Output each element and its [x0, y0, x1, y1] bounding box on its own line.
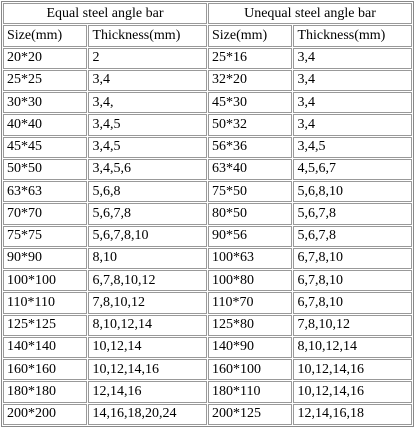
cell: 12,14,16,18: [293, 403, 412, 425]
data-row: 180*180 12,14,16 180*110 10,12,14,16: [3, 381, 412, 403]
cell: 25*16: [207, 47, 293, 69]
cell: 10,12,14,16: [88, 359, 207, 381]
data-row: 20*20 2 25*16 3,4: [3, 47, 412, 69]
cell: 80*50: [207, 203, 293, 225]
cell: 140*90: [207, 336, 293, 358]
data-row: 45*45 3,4,5 56*36 3,4,5: [3, 136, 412, 158]
data-row: 140*140 10,12,14 140*90 8,10,12,14: [3, 336, 412, 358]
cell: 110*70: [207, 292, 293, 314]
cell: 50*32: [207, 114, 293, 136]
cell: 90*90: [3, 247, 88, 269]
cell: 45*30: [207, 92, 293, 114]
cell: 70*70: [3, 203, 88, 225]
cell: 5,6,7,8: [293, 225, 412, 247]
cell: 125*125: [3, 314, 88, 336]
data-row: 63*63 5,6,8 75*50 5,6,8,10: [3, 181, 412, 203]
cell: 63*63: [3, 181, 88, 203]
data-row: 100*100 6,7,8,10,12 100*80 6,7,8,10: [3, 270, 412, 292]
cell: 3,4,5,6: [88, 158, 207, 180]
cell: 100*80: [207, 270, 293, 292]
cell: 12,14,16: [88, 381, 207, 403]
data-row: 160*160 10,12,14,16 160*100 10,12,14,16: [3, 359, 412, 381]
cell: 160*160: [3, 359, 88, 381]
cell: 3,4,5: [88, 114, 207, 136]
cell: 180*180: [3, 381, 88, 403]
cell: 32*20: [207, 69, 293, 91]
cell: 30*30: [3, 92, 88, 114]
cell: 5,6,7,8,10: [88, 225, 207, 247]
cell: 5,6,7,8: [293, 203, 412, 225]
cell: 7,8,10,12: [293, 314, 412, 336]
cell: 100*63: [207, 247, 293, 269]
cell: 200*125: [207, 403, 293, 425]
cell: 8,10: [88, 247, 207, 269]
cell: 6,7,8,10: [293, 270, 412, 292]
cell: 8,10,12,14: [293, 336, 412, 358]
cell: 25*25: [3, 69, 88, 91]
cell: 40*40: [3, 114, 88, 136]
cell: 90*56: [207, 225, 293, 247]
data-row: 70*70 5,6,7,8 80*50 5,6,7,8: [3, 203, 412, 225]
table-body: Equal steel angle bar Unequal steel angle…: [3, 3, 412, 425]
cell: 6,7,8,10: [293, 247, 412, 269]
data-row: 25*25 3,4 32*20 3,4: [3, 69, 412, 91]
cell: 5,6,7,8: [88, 203, 207, 225]
column-header: Size(mm): [207, 25, 293, 47]
data-row: 125*125 8,10,12,14 125*80 7,8,10,12: [3, 314, 412, 336]
cell: 3,4,5: [88, 136, 207, 158]
cell: 14,16,18,20,24: [88, 403, 207, 425]
group-header: Unequal steel angle bar: [207, 3, 412, 25]
cell: 3,4: [293, 69, 412, 91]
cell: 200*200: [3, 403, 88, 425]
cell: 10,12,14,16: [293, 359, 412, 381]
cell: 2: [88, 47, 207, 69]
cell: 100*100: [3, 270, 88, 292]
data-row: 30*30 3,4, 45*30 3,4: [3, 92, 412, 114]
column-header: Thickness(mm): [88, 25, 207, 47]
cell: 160*100: [207, 359, 293, 381]
data-row: 75*75 5,6,7,8,10 90*56 5,6,7,8: [3, 225, 412, 247]
cell: 75*50: [207, 181, 293, 203]
cell: 5,6,8,10: [293, 181, 412, 203]
cell: 3,4,5: [293, 136, 412, 158]
cell: 180*110: [207, 381, 293, 403]
data-row: 90*90 8,10 100*63 6,7,8,10: [3, 247, 412, 269]
cell: 3,4: [293, 47, 412, 69]
cell: 45*45: [3, 136, 88, 158]
cell: 7,8,10,12: [88, 292, 207, 314]
cell: 3,4,: [88, 92, 207, 114]
cell: 140*140: [3, 336, 88, 358]
cell: 10,12,14,16: [293, 381, 412, 403]
cell: 3,4: [293, 114, 412, 136]
cell: 110*110: [3, 292, 88, 314]
cell: 4,5,6,7: [293, 158, 412, 180]
header-row: Equal steel angle bar Unequal steel angle…: [3, 3, 412, 25]
group-header: Equal steel angle bar: [3, 3, 207, 25]
cell: 75*75: [3, 225, 88, 247]
column-row: Size(mm) Thickness(mm) Size(mm) Thickness(m…: [3, 25, 412, 47]
data-row: 200*200 14,16,18,20,24 200*125 12,14,16,18: [3, 403, 412, 425]
cell: 63*40: [207, 158, 293, 180]
cell: 6,7,8,10: [293, 292, 412, 314]
cell: 3,4: [88, 69, 207, 91]
cell: 6,7,8,10,12: [88, 270, 207, 292]
cell: 56*36: [207, 136, 293, 158]
cell: 20*20: [3, 47, 88, 69]
data-row: 40*40 3,4,5 50*32 3,4: [3, 114, 412, 136]
data-row: 50*50 3,4,5,6 63*40 4,5,6,7: [3, 158, 412, 180]
cell: 5,6,8: [88, 181, 207, 203]
data-row: 110*110 7,8,10,12 110*70 6,7,8,10: [3, 292, 412, 314]
cell: 3,4: [293, 92, 412, 114]
column-header: Thickness(mm): [293, 25, 412, 47]
cell: 8,10,12,14: [88, 314, 207, 336]
cell: 125*80: [207, 314, 293, 336]
cell: 50*50: [3, 158, 88, 180]
cell: 10,12,14: [88, 336, 207, 358]
column-header: Size(mm): [3, 25, 88, 47]
